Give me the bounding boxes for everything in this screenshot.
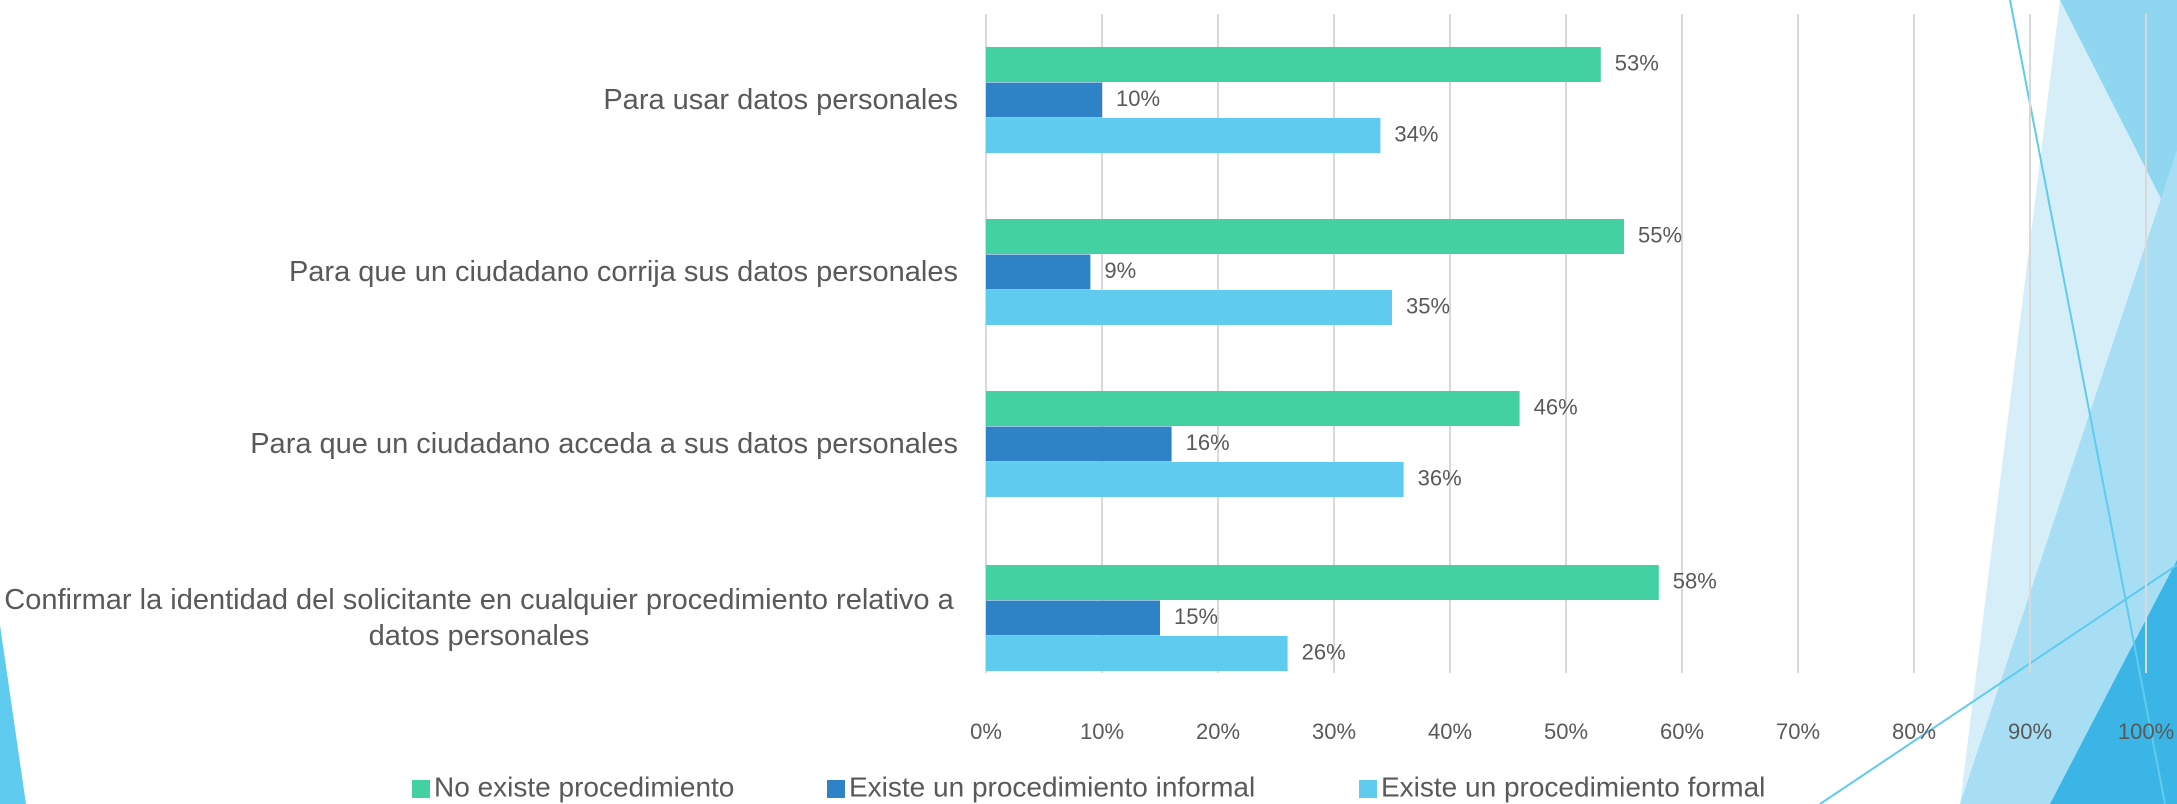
value-label: 58%: [1673, 568, 1717, 593]
x-tick-label: 30%: [1312, 719, 1356, 744]
x-tick-label: 0%: [970, 719, 1002, 744]
x-tick-label: 50%: [1544, 719, 1588, 744]
legend-swatch: [412, 780, 430, 798]
bar: [986, 600, 1160, 636]
decor-shape: [1960, 150, 2177, 804]
bar: [986, 254, 1091, 290]
bar: [986, 636, 1288, 671]
bar: [986, 118, 1381, 153]
legend-label: No existe procedimiento: [434, 771, 734, 802]
category-label: Confirmar la identidad del solicitante e…: [4, 583, 954, 652]
value-label: 55%: [1638, 222, 1682, 247]
bar: [986, 391, 1520, 426]
category-label: Para usar datos personales: [603, 83, 958, 116]
legend-label: Existe un procedimiento informal: [849, 771, 1255, 802]
decor-line: [1819, 564, 2177, 804]
legend-swatch: [1359, 780, 1377, 798]
value-label: 9%: [1104, 258, 1136, 283]
value-label: 35%: [1406, 293, 1450, 318]
category-label: Para que un ciudadano acceda a sus datos…: [250, 427, 958, 460]
x-tick-label: 20%: [1196, 719, 1240, 744]
legend-label: Existe un procedimiento formal: [1381, 771, 1765, 802]
bar: [986, 219, 1624, 254]
value-label: 15%: [1174, 604, 1218, 629]
x-tick-label: 80%: [1892, 719, 1936, 744]
x-tick-label: 90%: [2008, 719, 2052, 744]
decor-shape: [2060, 0, 2177, 230]
bar: [986, 290, 1392, 325]
decor-line: [2009, 0, 2166, 804]
bar: [986, 462, 1404, 497]
value-label: 53%: [1615, 50, 1659, 75]
decor-shape: [0, 625, 26, 804]
bar: [986, 426, 1172, 462]
x-tick-label: 10%: [1080, 719, 1124, 744]
value-label: 10%: [1116, 86, 1160, 111]
legend-swatch: [827, 780, 845, 798]
value-label: 34%: [1394, 121, 1438, 146]
x-tick-label: 40%: [1428, 719, 1472, 744]
x-tick-label: 100%: [2118, 719, 2174, 744]
bar: [986, 82, 1102, 118]
bar: [986, 565, 1659, 600]
value-label: 46%: [1534, 394, 1578, 419]
x-tick-label: 70%: [1776, 719, 1820, 744]
value-label: 16%: [1186, 430, 1230, 455]
bar: [986, 47, 1601, 82]
x-tick-label: 60%: [1660, 719, 1704, 744]
category-label: Para que un ciudadano corrija sus datos …: [288, 255, 958, 288]
value-label: 36%: [1418, 465, 1462, 490]
value-label: 26%: [1302, 639, 1346, 664]
